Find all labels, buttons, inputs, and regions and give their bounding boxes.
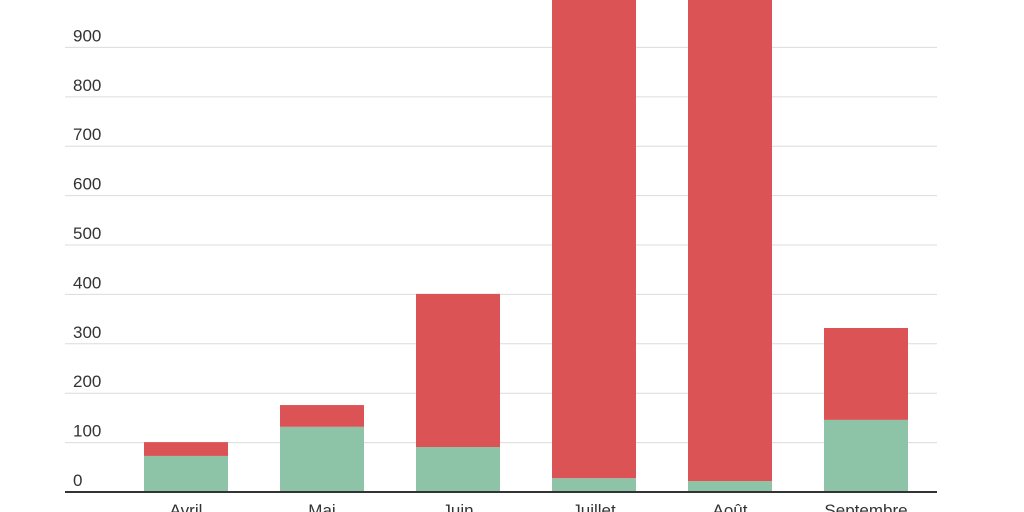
bar-segment [552, 478, 636, 492]
y-tick-label: 100 [73, 422, 101, 441]
bar-segment [688, 481, 772, 492]
x-tick-label: Août [713, 501, 748, 512]
grid [65, 46, 937, 444]
y-tick-label: 600 [73, 175, 101, 194]
bar-segment [688, 0, 772, 482]
y-tick-label: 700 [73, 125, 101, 144]
bar-segment [824, 328, 908, 420]
y-tick-label: 300 [73, 323, 101, 342]
bars [144, 0, 908, 492]
y-tick-label: 500 [73, 224, 101, 243]
y-tick-label: 200 [73, 372, 101, 391]
y-tick-label: 900 [73, 26, 101, 45]
x-tick-label: Mai [308, 501, 335, 512]
bar-segment [280, 405, 364, 427]
labels: 0 100 200 300 400 500 600 700 800 900 Avril Mai Juin… [65, 26, 937, 512]
x-tick-label: Juin [442, 501, 473, 512]
x-tick-label: Avril [170, 501, 203, 512]
bar-segment [416, 447, 500, 492]
y-tick-label: 0 [73, 471, 82, 490]
x-tick-label: Juillet [572, 501, 616, 512]
bar-segment [824, 419, 908, 492]
bar-segment [144, 442, 228, 456]
x-tick-label: Septembre [824, 501, 907, 512]
y-tick-label: 800 [73, 76, 101, 95]
bar-segment [552, 0, 636, 479]
bar-segment [144, 455, 228, 492]
bar-segment [280, 426, 364, 492]
bar-segment [416, 293, 500, 448]
y-tick-label: 400 [73, 273, 101, 292]
